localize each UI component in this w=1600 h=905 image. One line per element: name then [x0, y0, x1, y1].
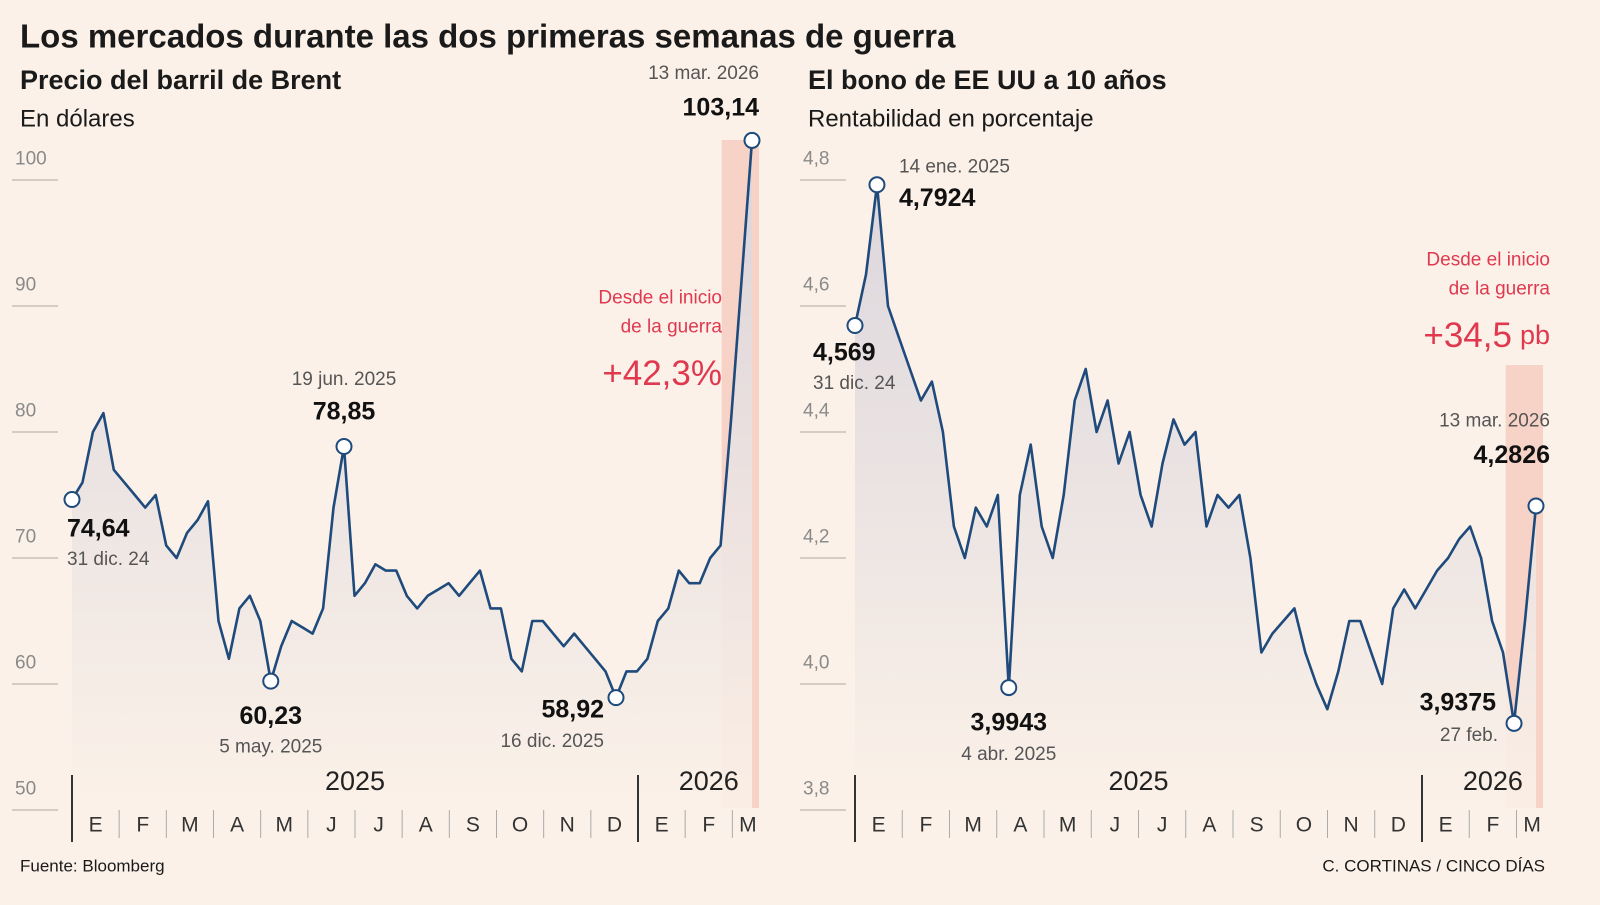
month-label: M	[181, 814, 199, 837]
annotation-date: 31 dic. 24	[67, 549, 150, 570]
annotation-date: 19 jun. 2025	[292, 369, 397, 390]
month-label: J	[1157, 814, 1168, 837]
month-label: J	[326, 814, 337, 837]
page-title: Los mercados durante las dos primeras se…	[20, 18, 956, 55]
war-change: +34,5 pb	[1423, 316, 1550, 355]
chart-title: El bono de EE UU a 10 años	[808, 65, 1167, 95]
annotation-value: 4,7924	[899, 184, 976, 212]
month-label: S	[1250, 814, 1264, 837]
area	[855, 184, 1536, 809]
highlight-point	[1527, 497, 1545, 515]
month-label: J	[373, 814, 384, 837]
month-label: E	[1439, 814, 1453, 837]
annotation-date: 14 ene. 2025	[899, 156, 1010, 177]
annotation-value: 58,92	[541, 696, 604, 724]
highlight-point	[335, 437, 353, 455]
war-note: de la guerra	[1449, 279, 1551, 300]
y-tick-label: 4,8	[803, 149, 829, 170]
war-change-value: +42,3%	[602, 354, 722, 393]
month-label: N	[560, 814, 575, 837]
annotation-value: 3,9375	[1420, 688, 1497, 716]
annotation-date: 13 mar. 2026	[648, 63, 759, 84]
month-label: F	[1486, 814, 1499, 837]
highlight-point	[1505, 714, 1523, 732]
highlight-point	[63, 491, 81, 509]
chart-subtitle: Rentabilidad en porcentaje	[808, 106, 1094, 133]
y-tick-label: 90	[15, 275, 36, 296]
month-label: O	[1296, 814, 1312, 837]
month-label: E	[89, 814, 103, 837]
y-tick-label: 4,0	[803, 653, 829, 674]
y-tick-label: 70	[15, 527, 36, 548]
month-label: N	[1344, 814, 1359, 837]
y-tick-label: 4,4	[803, 401, 830, 422]
annotation-date: 27 feb.	[1440, 725, 1498, 746]
highlight-point	[607, 689, 625, 707]
y-tick-label: 4,6	[803, 275, 829, 296]
annotation-value: 103,14	[683, 93, 760, 121]
y-tick-label: 100	[15, 149, 47, 170]
month-label: M	[739, 814, 757, 837]
annotation-value: 4,569	[813, 339, 876, 367]
month-label: A	[230, 814, 244, 837]
month-label: E	[655, 814, 669, 837]
annotation-date: 13 mar. 2026	[1439, 410, 1550, 431]
year-label: 2025	[325, 766, 385, 796]
annotation-value: 60,23	[239, 702, 302, 730]
highlight-point	[846, 317, 864, 335]
year-label: 2026	[679, 766, 739, 796]
war-change-unit: pb	[1520, 320, 1550, 350]
war-note: de la guerra	[621, 317, 723, 338]
y-tick-label: 80	[15, 401, 36, 422]
highlight-point	[262, 672, 280, 690]
month-label: M	[276, 814, 294, 837]
y-tick-label: 50	[15, 779, 36, 800]
source: Fuente: Bloomberg	[20, 857, 165, 876]
credit: C. CORTINAS / CINCO DÍAS	[1322, 857, 1545, 876]
month-label: D	[607, 814, 622, 837]
month-label: M	[964, 814, 982, 837]
month-label: F	[136, 814, 149, 837]
month-label: S	[466, 814, 480, 837]
highlight-point	[1000, 679, 1018, 697]
annotation-value: 4,2826	[1474, 441, 1550, 469]
highlight-point	[743, 131, 761, 149]
month-label: F	[919, 814, 932, 837]
month-label: E	[872, 814, 886, 837]
annotation-date: 16 dic. 2025	[500, 731, 604, 752]
war-note: Desde el inicio	[1426, 250, 1550, 271]
annotation-value: 74,64	[67, 515, 130, 543]
y-tick-label: 4,2	[803, 527, 829, 548]
war-change-value: +34,5	[1423, 316, 1512, 355]
month-label: A	[1013, 814, 1027, 837]
highlight-point	[868, 176, 886, 194]
annotation-date: 31 dic. 24	[813, 373, 896, 394]
y-tick-label: 3,8	[803, 779, 829, 800]
line	[70, 140, 754, 699]
month-label: F	[702, 814, 715, 837]
annotation-date: 5 may. 2025	[219, 737, 322, 758]
month-label: A	[419, 814, 433, 837]
month-label: O	[512, 814, 528, 837]
month-label: M	[1523, 814, 1541, 837]
war-note: Desde el inicio	[598, 288, 722, 309]
month-label: J	[1110, 814, 1121, 837]
area	[72, 140, 752, 808]
year-label: 2025	[1108, 766, 1168, 796]
line	[853, 183, 1538, 725]
annotation-value: 78,85	[313, 397, 376, 425]
month-label: D	[1391, 814, 1406, 837]
year-label: 2026	[1463, 766, 1523, 796]
chart-subtitle: En dólares	[20, 106, 135, 133]
annotation-value: 3,9943	[971, 709, 1047, 737]
y-tick-label: 60	[15, 653, 36, 674]
month-label: M	[1059, 814, 1077, 837]
war-change: +42,3%	[602, 354, 722, 393]
month-label: A	[1202, 814, 1216, 837]
chart-title: Precio del barril de Brent	[20, 65, 341, 95]
annotation-date: 4 abr. 2025	[961, 744, 1056, 765]
